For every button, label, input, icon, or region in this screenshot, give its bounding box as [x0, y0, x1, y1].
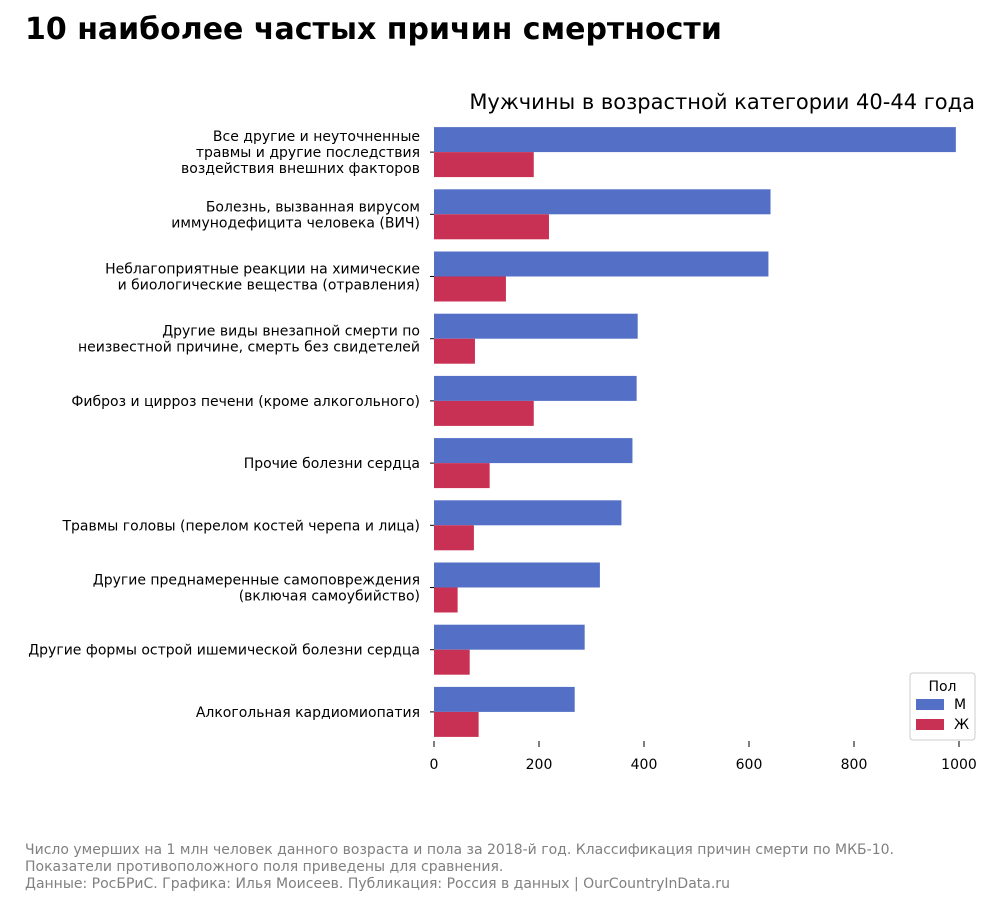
bar-female [434, 463, 490, 489]
bar-female [434, 214, 549, 240]
chart-title: Мужчины в возрастной категории 40-44 год… [469, 90, 975, 114]
category-label-line: Другие преднамеренные самоповреждения [93, 573, 420, 589]
category-label-line: Алкогольная кардиомиопатия [196, 705, 420, 721]
legend-swatch [916, 719, 944, 730]
bar-female [434, 400, 534, 426]
bar-female [434, 587, 458, 613]
bar-male [434, 313, 638, 339]
bar-female [434, 276, 506, 302]
legend-swatch [916, 699, 944, 710]
x-tick-label: 800 [841, 757, 868, 773]
category-label: Алкогольная кардиомиопатия [196, 705, 420, 721]
legend-label: Ж [954, 717, 969, 733]
bar-male [434, 438, 633, 464]
category-label: Другие виды внезапной смерти по неизвестн… [78, 324, 420, 356]
bar-male [434, 251, 769, 277]
category-label: Прочие болезни сердца [244, 456, 420, 472]
x-tick-label: 0 [430, 757, 439, 773]
category-label: Болезнь, вызванная вирусом иммунодефицита… [171, 199, 420, 231]
page-title: 10 наиболее частых причин смертности [25, 12, 722, 47]
legend-title: Пол [928, 679, 956, 695]
category-label-line: Прочие болезни сердца [244, 456, 420, 472]
category-label: Все другие и неуточненные травмы и другие… [181, 129, 420, 177]
x-tick-label: 400 [631, 757, 658, 773]
category-label: Травмы головы (перелом костей черепа и л… [61, 518, 420, 534]
category-label-line: воздействия внешних факторов [181, 161, 420, 177]
category-label-line: Неблагоприятные реакции на химические [105, 262, 420, 278]
category-label-line: Травмы головы (перелом костей черепа и л… [61, 518, 420, 534]
category-label-line: Все другие и неуточненные [213, 129, 420, 145]
bar-female [434, 338, 475, 364]
bar-male [434, 375, 637, 401]
category-label-line: иммунодефицита человека (ВИЧ) [171, 215, 420, 231]
bar-female [434, 152, 534, 178]
category-label-line: и биологические вещества (отравления) [118, 278, 420, 294]
footer-line: Число умерших на 1 млн человек данного в… [25, 842, 894, 858]
x-tick-label: 1000 [941, 757, 977, 773]
category-label-line: Фиброз и цирроз печени (кроме алкогольно… [71, 394, 420, 410]
bar-male [434, 189, 771, 215]
legend-label: М [954, 697, 966, 713]
category-label-line: (включая самоубийство) [239, 589, 420, 605]
category-label-line: неизвестной причине, смерть без свидетел… [78, 340, 420, 356]
bar-female [434, 649, 470, 675]
bar-male [434, 500, 622, 526]
bar-male [434, 686, 575, 712]
category-label: Фиброз и цирроз печени (кроме алкогольно… [71, 394, 420, 410]
bar-male [434, 562, 600, 588]
category-label: Другие формы острой ишемической болезни … [28, 643, 420, 659]
footer-line: Данные: РосБРиС. Графика: Илья Моисеев. … [25, 876, 730, 892]
category-label-line: травмы и другие последствия [196, 145, 420, 161]
category-label: Неблагоприятные реакции на химические и б… [105, 262, 420, 294]
category-label-line: Другие формы острой ишемической болезни … [28, 643, 420, 659]
bar-female [434, 525, 474, 551]
category-label-line: Другие виды внезапной смерти по [162, 324, 420, 340]
bar-male [434, 127, 956, 153]
bar-female [434, 711, 479, 737]
bar-male [434, 624, 585, 650]
x-tick-label: 200 [526, 757, 553, 773]
footer-notes: Число умерших на 1 млн человек данного в… [25, 842, 894, 893]
footer-line: Показатели противоположного поля приведе… [25, 859, 504, 875]
category-label-line: Болезнь, вызванная вирусом [206, 199, 420, 215]
x-tick-label: 600 [736, 757, 763, 773]
category-label: Другие преднамеренные самоповреждения (вк… [93, 573, 420, 605]
